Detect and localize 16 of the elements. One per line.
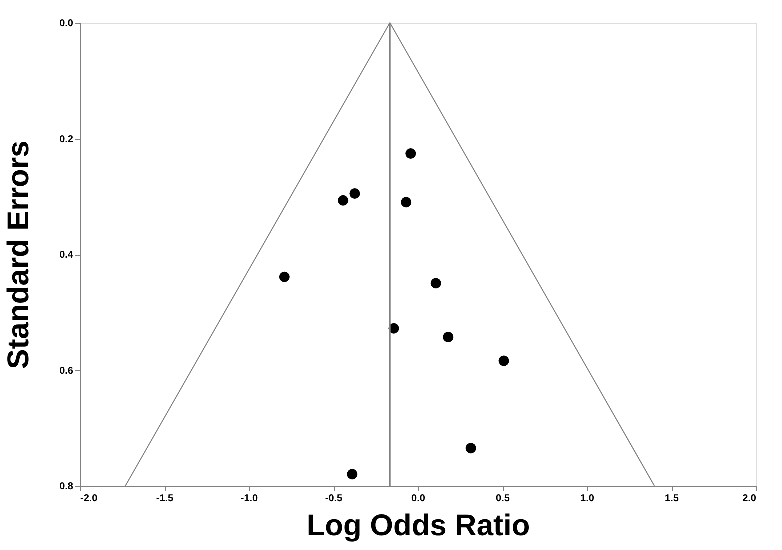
x-tick-label: 1.5: [665, 494, 680, 504]
x-axis-title: Log Odds Ratio: [306, 510, 530, 542]
x-tick-label: 2.0: [742, 494, 757, 504]
x-tick-label: 0.5: [496, 494, 510, 504]
y-tick-label: 0.8: [60, 482, 74, 492]
x-tick-label: -0.5: [325, 494, 344, 504]
y-tick-label: 0.0: [60, 18, 74, 30]
x-tick-label: 1.0: [580, 494, 595, 504]
x-tick-label: -1.5: [156, 494, 174, 504]
x-tick-label: -1.0: [240, 494, 259, 504]
y-tick-label: 0.6: [60, 366, 74, 377]
y-tick-label: 0.2: [60, 134, 74, 146]
x-tick-label: -2.0: [80, 494, 98, 504]
x-tick-label: 0.0: [412, 494, 426, 504]
y-axis-title: Standard Errors: [2, 140, 36, 370]
y-tick-label: 0.4: [60, 250, 74, 261]
